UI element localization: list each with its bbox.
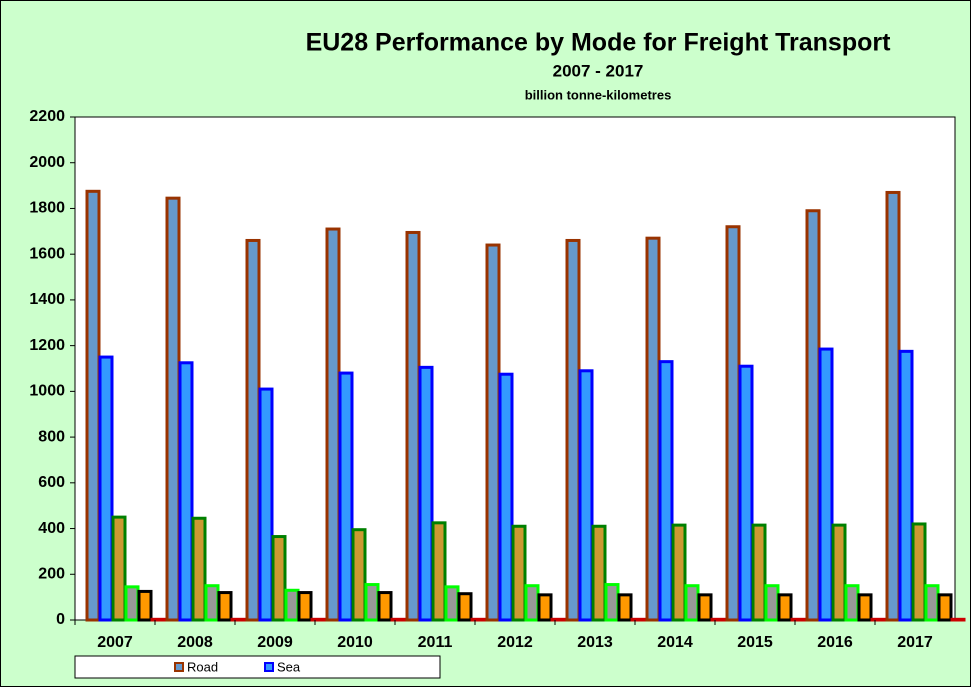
x-tick-label: 2007 <box>97 634 133 651</box>
y-tick-label: 200 <box>38 565 65 582</box>
bar <box>498 372 514 622</box>
y-tick-label: 600 <box>38 474 65 491</box>
bar <box>658 360 674 622</box>
x-tick-label: 2013 <box>577 634 613 651</box>
bar <box>777 593 793 622</box>
y-tick-label: 1600 <box>29 245 65 262</box>
bar <box>230 617 246 622</box>
chart-subtitle: 2007 - 2017 <box>553 61 644 80</box>
x-tick-label: 2014 <box>657 634 693 651</box>
x-tick-label: 2016 <box>817 634 853 651</box>
x-tick-label: 2012 <box>497 634 533 651</box>
bar <box>444 585 460 622</box>
bar <box>764 584 780 622</box>
x-tick-label: 2017 <box>897 634 933 651</box>
bar <box>310 617 326 622</box>
bar <box>511 524 527 622</box>
y-tick-label: 0 <box>56 611 65 628</box>
bar <box>405 230 421 622</box>
bar <box>325 227 341 622</box>
bar <box>578 369 594 622</box>
bar <box>457 592 473 622</box>
bar <box>725 225 741 622</box>
bar <box>150 617 166 622</box>
bar <box>630 617 646 622</box>
bar <box>377 591 393 622</box>
bar <box>831 523 847 622</box>
bar <box>950 617 966 622</box>
bar <box>885 190 901 622</box>
x-tick-label: 2008 <box>177 634 213 651</box>
bar <box>217 591 233 622</box>
y-tick-label: 2000 <box>29 154 65 171</box>
bar <box>364 583 380 622</box>
legend <box>74 655 441 679</box>
bar <box>818 347 834 622</box>
bar <box>710 617 726 622</box>
bar <box>338 371 354 622</box>
bar <box>911 522 927 622</box>
bar <box>418 365 434 622</box>
y-tick-label: 400 <box>38 520 65 537</box>
bar <box>565 238 581 622</box>
bar <box>617 593 633 622</box>
bar <box>924 584 940 622</box>
bar <box>524 584 540 622</box>
bar <box>284 588 300 622</box>
bar <box>898 349 914 622</box>
bar <box>390 617 406 622</box>
bar <box>671 523 687 622</box>
bar <box>137 589 153 622</box>
bar <box>937 593 953 622</box>
y-tick-label: 1200 <box>29 337 65 354</box>
bar <box>738 364 754 622</box>
y-tick-label: 800 <box>38 428 65 445</box>
y-axis-label: billion tonne-kilometres <box>525 87 672 102</box>
x-tick-label: 2011 <box>418 634 453 651</box>
legend-swatch <box>174 662 184 672</box>
bar <box>124 585 140 622</box>
y-tick-label: 1400 <box>29 291 65 308</box>
bar <box>178 361 194 622</box>
bar <box>844 584 860 622</box>
y-tick-label: 2200 <box>29 108 65 125</box>
bar <box>485 243 501 622</box>
x-tick-label: 2009 <box>257 634 293 651</box>
bar <box>204 584 220 622</box>
x-tick-label: 2010 <box>337 634 373 651</box>
bar <box>550 617 566 622</box>
x-tick-label: 2015 <box>737 634 773 651</box>
bar <box>537 593 553 622</box>
bar <box>111 515 127 622</box>
bar <box>697 593 713 622</box>
bar <box>591 524 607 622</box>
chart-title: EU28 Performance by Mode for Freight Tra… <box>306 29 892 57</box>
bar <box>645 236 661 622</box>
bar <box>684 584 700 622</box>
bar <box>191 516 207 622</box>
bar <box>351 528 367 622</box>
bar <box>98 355 114 622</box>
bar <box>245 238 261 622</box>
bar <box>165 196 181 622</box>
y-tick-label: 1000 <box>29 383 65 400</box>
bar <box>258 387 274 622</box>
bar <box>857 593 873 622</box>
legend-label: Road <box>187 659 218 674</box>
bar <box>297 591 313 622</box>
bar <box>870 617 886 622</box>
bar <box>470 617 486 622</box>
bar <box>805 209 821 622</box>
bar <box>604 583 620 622</box>
bar <box>85 189 101 622</box>
bar <box>751 523 767 622</box>
y-tick-label: 1800 <box>29 200 65 217</box>
bar <box>431 521 447 622</box>
legend-swatch <box>264 662 274 672</box>
bar <box>271 535 287 622</box>
bar <box>790 617 806 622</box>
legend-label: Sea <box>277 659 301 674</box>
